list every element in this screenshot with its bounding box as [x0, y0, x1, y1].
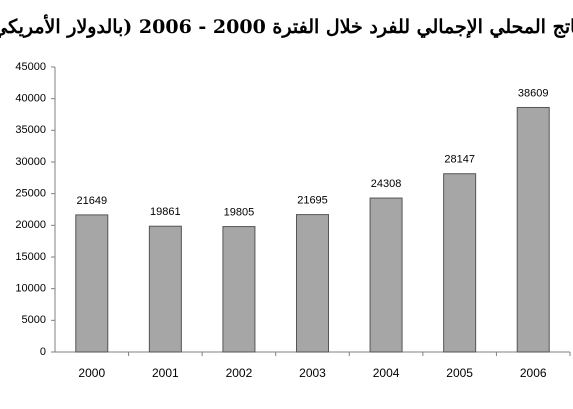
y-tick-label: 45000 [15, 61, 46, 73]
x-tick-label: 2006 [520, 366, 547, 380]
y-tick-label: 25000 [15, 188, 46, 200]
bar [222, 226, 256, 353]
y-tick-label: 40000 [15, 93, 46, 105]
x-tick-label: 2001 [152, 366, 179, 380]
x-tick-label: 2005 [446, 366, 473, 380]
bar [148, 225, 182, 353]
data-label: 28147 [444, 154, 475, 166]
y-tick-label: 10000 [15, 283, 46, 295]
bar [443, 173, 477, 353]
bar [516, 106, 550, 353]
x-tick-label: 2000 [78, 366, 105, 380]
bar [75, 214, 109, 353]
data-label: 19861 [150, 206, 181, 218]
y-tick-label: 5000 [22, 314, 46, 326]
y-tick-label: 15000 [15, 251, 46, 263]
data-label: 24308 [371, 178, 402, 190]
x-tick-label: 2004 [373, 366, 400, 380]
y-tick-label: 30000 [15, 156, 46, 168]
data-label: 38609 [518, 87, 549, 99]
bar [369, 197, 403, 353]
x-tick-label: 2003 [299, 366, 326, 380]
x-tick-label: 2002 [226, 366, 253, 380]
y-tick-label: 35000 [15, 124, 46, 136]
bar [296, 214, 329, 353]
chart-title: الناتج المحلي الإجمالي للفرد خلال الفترة… [0, 14, 573, 39]
y-tick-label: 0 [40, 346, 46, 358]
data-label: 21695 [297, 195, 328, 207]
y-tick-label: 20000 [15, 219, 46, 231]
data-label: 19805 [224, 206, 255, 218]
data-label: 21649 [76, 195, 107, 207]
